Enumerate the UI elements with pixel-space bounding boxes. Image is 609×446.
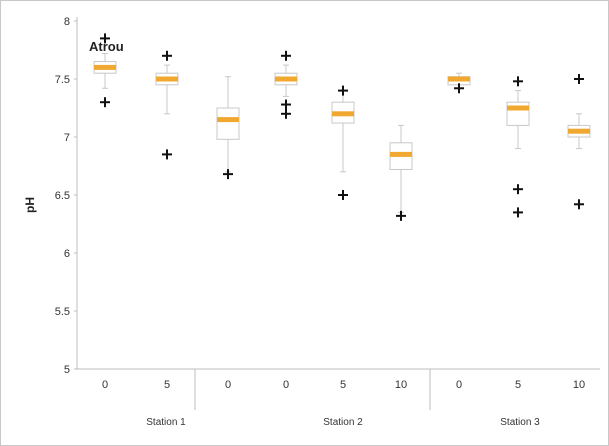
y-tick-label: 7 [64,132,70,144]
x-tick-label: 0 [225,379,231,391]
x-tick-label: 5 [340,379,346,391]
median-bar [94,64,116,70]
x-group-label: Station 2 [323,417,363,428]
y-tick-label: 5.5 [55,306,70,318]
median-bar [568,128,590,134]
x-tick-label: 0 [456,379,462,391]
chart-title: Atrou [89,39,124,54]
y-tick-label: 8 [64,16,70,28]
x-tick-label: 0 [283,379,289,391]
y-tick-label: 6 [64,248,70,260]
y-tick-label: 6.5 [55,190,70,202]
median-bar [448,76,470,82]
median-bar [156,76,178,82]
median-bar [390,151,412,157]
x-tick-label: 5 [515,379,521,391]
x-group-label: Station 3 [500,417,540,428]
box-iqr [216,107,240,140]
median-bar [217,117,239,123]
y-tick-label: 5 [64,364,70,376]
plot-area: 5 5.5 6 6.5 7 7.5 8 0 5 0 0 5 10 0 5 10 Station 1 Station… [55,16,600,428]
y-axis-title: pH [23,197,37,213]
x-tick-label: 0 [102,379,108,391]
median-bar [332,111,354,117]
x-tick-label: 10 [573,379,585,391]
x-tick-label: 10 [395,379,407,391]
median-bar [507,105,529,111]
x-tick-label: 5 [164,379,170,391]
median-bar [275,76,297,82]
y-tick-label: 7.5 [55,74,70,86]
x-group-label: Station 1 [146,417,186,428]
box-iqr [506,101,530,126]
